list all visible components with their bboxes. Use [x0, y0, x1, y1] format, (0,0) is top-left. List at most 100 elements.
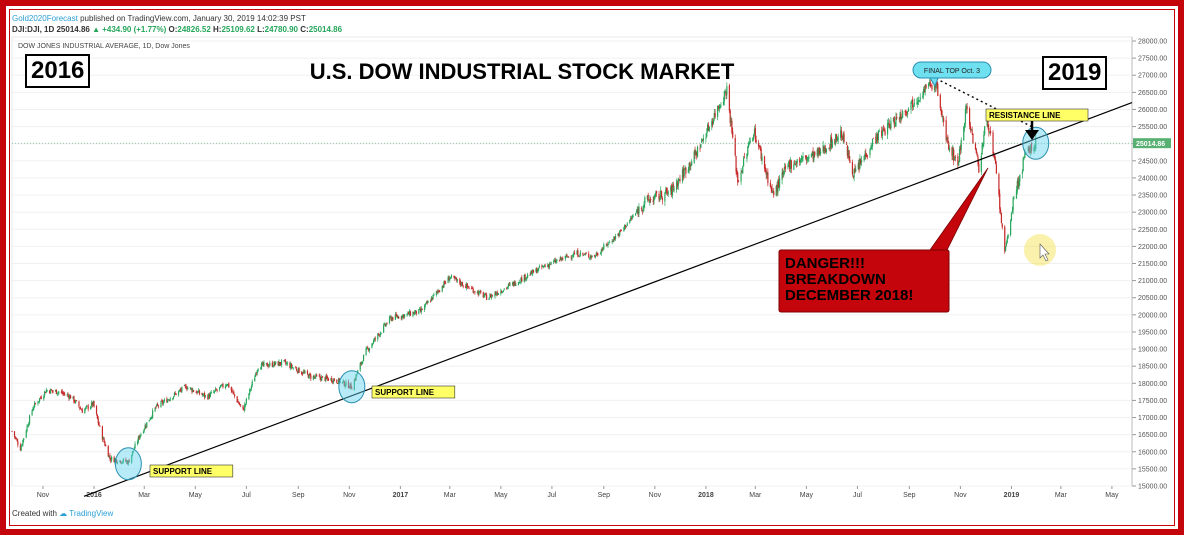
- candle-body: [80, 409, 83, 411]
- candle-body: [964, 109, 967, 124]
- final-top-bubble: [912, 61, 992, 79]
- candle-body: [267, 365, 269, 367]
- candle-body: [564, 255, 566, 259]
- candle-body: [139, 435, 141, 439]
- candle-body: [521, 277, 523, 282]
- candle-body: [931, 85, 933, 90]
- y-tick-label: 26500.00: [1138, 90, 1167, 97]
- candle-body: [746, 153, 748, 160]
- candle-body: [837, 137, 839, 141]
- candle-body: [401, 315, 403, 319]
- candle-body: [507, 284, 509, 288]
- candle-body: [945, 120, 947, 141]
- candle-body: [623, 227, 625, 231]
- candle-body: [975, 148, 977, 154]
- candle-body: [254, 373, 257, 377]
- author-link[interactable]: Gold2020Forecast: [12, 14, 78, 23]
- candle-body: [273, 361, 275, 367]
- candle-body: [736, 169, 738, 174]
- candle-body: [474, 291, 476, 293]
- candle-body: [237, 401, 239, 403]
- candle-body: [450, 275, 453, 278]
- candle-body: [562, 258, 564, 260]
- candle-body: [301, 372, 303, 374]
- candle-body: [958, 163, 960, 166]
- candle-body: [863, 156, 865, 161]
- candle-body: [691, 161, 693, 166]
- candle-body: [254, 377, 256, 382]
- ohlc-low-label: L:: [257, 25, 265, 34]
- candle-body: [271, 362, 273, 367]
- plot-area: [11, 36, 1133, 487]
- candle-body: [54, 390, 57, 392]
- y-tick-label: 22500.00: [1138, 227, 1167, 234]
- candle-body: [121, 463, 123, 464]
- candle-body: [793, 164, 795, 170]
- candle-body: [558, 260, 561, 262]
- candle-body: [390, 316, 392, 321]
- candle-body: [418, 309, 420, 315]
- candle-body: [811, 151, 813, 156]
- candle-body: [552, 261, 555, 263]
- candle-body: [227, 384, 229, 386]
- candle-body: [414, 310, 417, 313]
- candle-body: [529, 274, 531, 276]
- candle-body: [484, 293, 486, 296]
- candle-body: [409, 311, 411, 316]
- candle-body: [685, 167, 687, 174]
- candle-body: [478, 291, 480, 295]
- candle-body: [588, 253, 590, 258]
- support-line-label-1: SUPPORT LINE: [153, 467, 213, 476]
- candle-body: [550, 261, 552, 265]
- candle-body: [732, 131, 734, 138]
- candle-body: [461, 282, 463, 286]
- candle-body: [108, 455, 110, 458]
- candle-body: [302, 371, 304, 374]
- candle-body: [635, 213, 637, 216]
- candle-body: [547, 264, 549, 267]
- candle-body: [636, 210, 638, 213]
- candle-body: [365, 348, 367, 355]
- candle-body: [326, 377, 329, 379]
- candle-body: [1022, 158, 1024, 172]
- candle-body: [268, 365, 270, 367]
- candle-body: [561, 257, 563, 260]
- candle-body: [681, 169, 684, 182]
- candle-body: [509, 283, 511, 285]
- candle-body: [974, 143, 977, 150]
- x-tick-label: Jul: [547, 492, 556, 499]
- candle-body: [993, 154, 995, 156]
- candle-body: [196, 391, 198, 394]
- candle-body: [439, 291, 441, 293]
- candle-body: [50, 389, 52, 391]
- candle-body: [602, 249, 604, 251]
- candle-body: [332, 379, 335, 383]
- candle-body: [722, 101, 725, 105]
- candle-body: [406, 313, 408, 316]
- candle-body: [132, 450, 134, 452]
- y-tick-label: 16500.00: [1138, 432, 1167, 439]
- candle-body: [450, 277, 452, 279]
- candle-body: [728, 85, 730, 111]
- candle-body: [673, 188, 675, 190]
- candle-body: [362, 361, 364, 363]
- candle-body: [922, 96, 924, 97]
- candle-body: [585, 253, 587, 255]
- candle-body: [426, 301, 428, 304]
- candle-body: [307, 374, 309, 379]
- candle-body: [249, 389, 252, 391]
- candle-body: [883, 128, 885, 130]
- tradingview-link[interactable]: TradingView: [69, 509, 114, 518]
- candle-body: [748, 142, 751, 144]
- candle-body: [321, 376, 323, 381]
- candle-body: [998, 174, 1000, 195]
- candle-body: [895, 117, 897, 127]
- candle-body: [705, 138, 707, 139]
- candle-body: [928, 81, 931, 85]
- candle-body: [737, 172, 739, 183]
- candle-body: [213, 392, 215, 393]
- candle-body: [436, 291, 438, 293]
- candle-body: [85, 407, 87, 409]
- candle-body: [864, 153, 866, 157]
